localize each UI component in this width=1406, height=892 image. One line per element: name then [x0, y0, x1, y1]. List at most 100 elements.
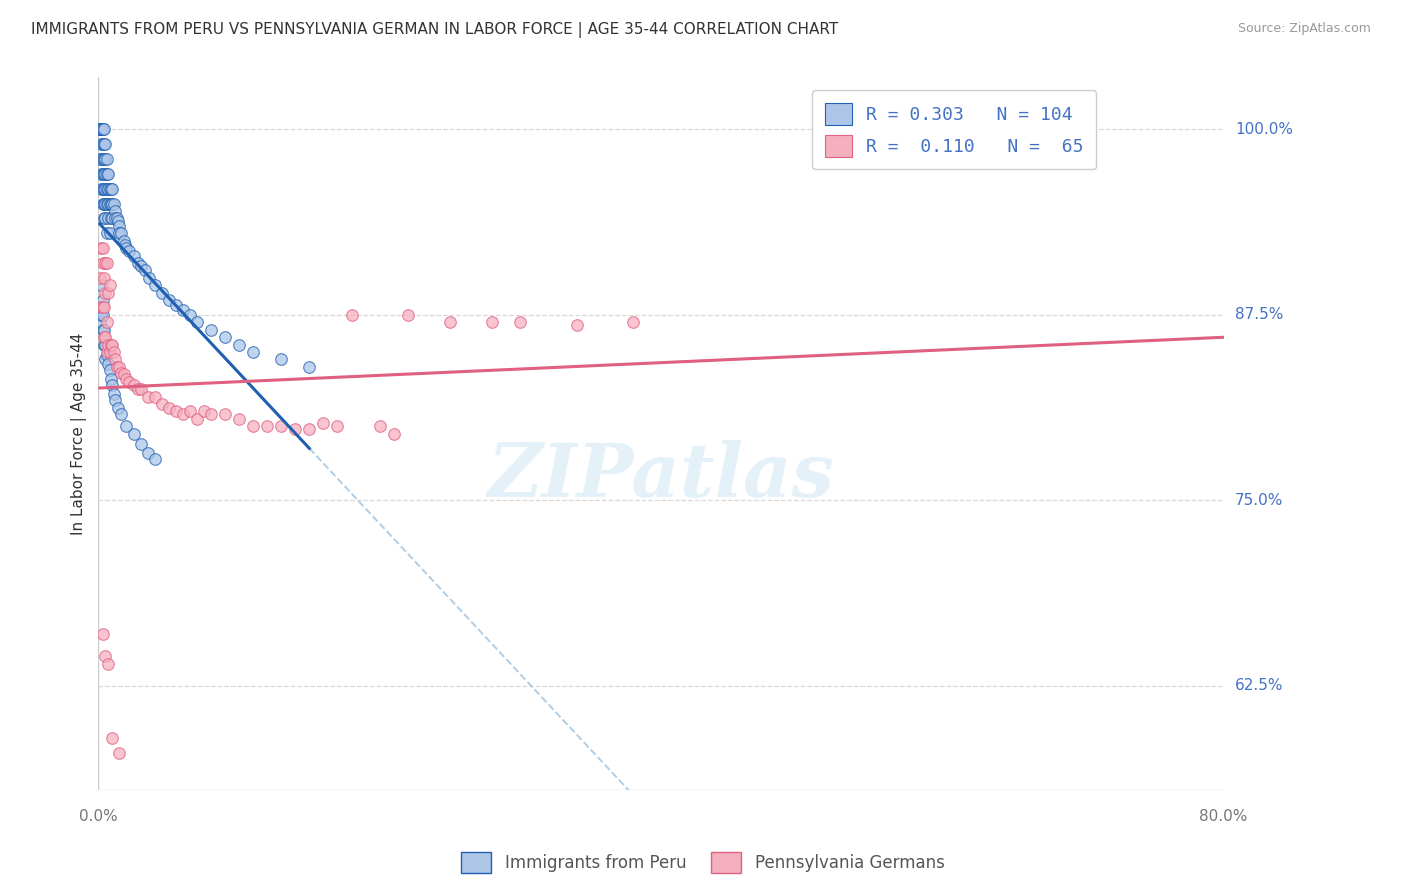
Point: [93, 167, 115, 181]
Point: [100, 337, 122, 351]
Point: [136, 446, 159, 460]
Point: [193, 404, 215, 418]
Text: Source: ZipAtlas.com: Source: ZipAtlas.com: [1237, 22, 1371, 36]
Point: [101, 377, 124, 392]
Point: [107, 401, 129, 416]
Point: [179, 308, 201, 322]
Point: [439, 315, 461, 329]
Point: [91, 137, 114, 152]
Point: [97, 167, 120, 181]
Point: [138, 270, 160, 285]
Point: [94, 649, 117, 664]
Point: [118, 375, 141, 389]
Point: [90, 152, 112, 166]
Point: [122, 426, 145, 441]
Point: [90, 167, 112, 181]
Point: [104, 392, 127, 407]
Point: [100, 372, 122, 386]
Point: [214, 408, 236, 422]
Point: [93, 270, 115, 285]
Point: [100, 211, 122, 226]
Point: [89, 122, 111, 136]
Point: [122, 377, 145, 392]
Point: [150, 397, 173, 411]
Point: [94, 285, 117, 300]
Point: [172, 303, 194, 318]
Point: [157, 401, 180, 416]
Point: [110, 366, 132, 380]
Point: [91, 152, 114, 166]
Point: [97, 196, 120, 211]
Point: [103, 196, 125, 211]
Point: [94, 256, 117, 270]
Point: [97, 182, 120, 196]
Point: [90, 137, 112, 152]
Point: [96, 196, 118, 211]
Point: [98, 196, 121, 211]
Point: [103, 345, 125, 359]
Point: [96, 348, 118, 362]
Point: [481, 315, 503, 329]
Point: [94, 211, 117, 226]
Point: [108, 359, 131, 374]
Point: [91, 122, 114, 136]
Point: [90, 278, 112, 293]
Point: [89, 152, 111, 166]
Point: [127, 256, 149, 270]
Point: [242, 419, 264, 434]
Point: [108, 746, 131, 760]
Point: [90, 241, 112, 255]
Point: [97, 657, 120, 671]
Point: [96, 152, 118, 166]
Point: [105, 359, 128, 374]
Text: IMMIGRANTS FROM PERU VS PENNSYLVANIA GERMAN IN LABOR FORCE | AGE 35-44 CORRELATI: IMMIGRANTS FROM PERU VS PENNSYLVANIA GER…: [31, 22, 838, 38]
Point: [94, 182, 117, 196]
Point: [165, 297, 187, 311]
Point: [96, 315, 118, 329]
Point: [127, 382, 149, 396]
Point: [98, 363, 121, 377]
Point: [186, 315, 208, 329]
Text: 87.5%: 87.5%: [1234, 308, 1284, 322]
Point: [104, 352, 127, 367]
Point: [91, 256, 114, 270]
Point: [621, 315, 644, 329]
Point: [90, 182, 112, 196]
Point: [105, 211, 128, 226]
Point: [93, 323, 115, 337]
Point: [143, 451, 166, 466]
Point: [90, 301, 112, 315]
Point: [165, 404, 187, 418]
Point: [94, 337, 117, 351]
Point: [101, 337, 124, 351]
Point: [98, 278, 121, 293]
Point: [270, 419, 292, 434]
Point: [93, 122, 115, 136]
Point: [101, 211, 124, 226]
Point: [103, 386, 125, 401]
Point: [96, 256, 118, 270]
Point: [134, 263, 156, 277]
Point: [129, 259, 152, 273]
Point: [98, 345, 121, 359]
Point: [368, 419, 391, 434]
Text: 62.5%: 62.5%: [1234, 679, 1284, 693]
Point: [94, 152, 117, 166]
Point: [108, 219, 131, 233]
Point: [97, 285, 120, 300]
Point: [115, 241, 138, 255]
Y-axis label: In Labor Force | Age 35-44: In Labor Force | Age 35-44: [72, 333, 87, 535]
Point: [91, 293, 114, 307]
Point: [340, 308, 363, 322]
Point: [91, 167, 114, 181]
Point: [97, 357, 120, 371]
Point: [90, 308, 112, 322]
Point: [93, 211, 115, 226]
Point: [94, 352, 117, 367]
Point: [94, 330, 117, 344]
Point: [96, 345, 118, 359]
Point: [179, 404, 201, 418]
Point: [100, 182, 122, 196]
Point: [100, 196, 122, 211]
Point: [104, 211, 127, 226]
